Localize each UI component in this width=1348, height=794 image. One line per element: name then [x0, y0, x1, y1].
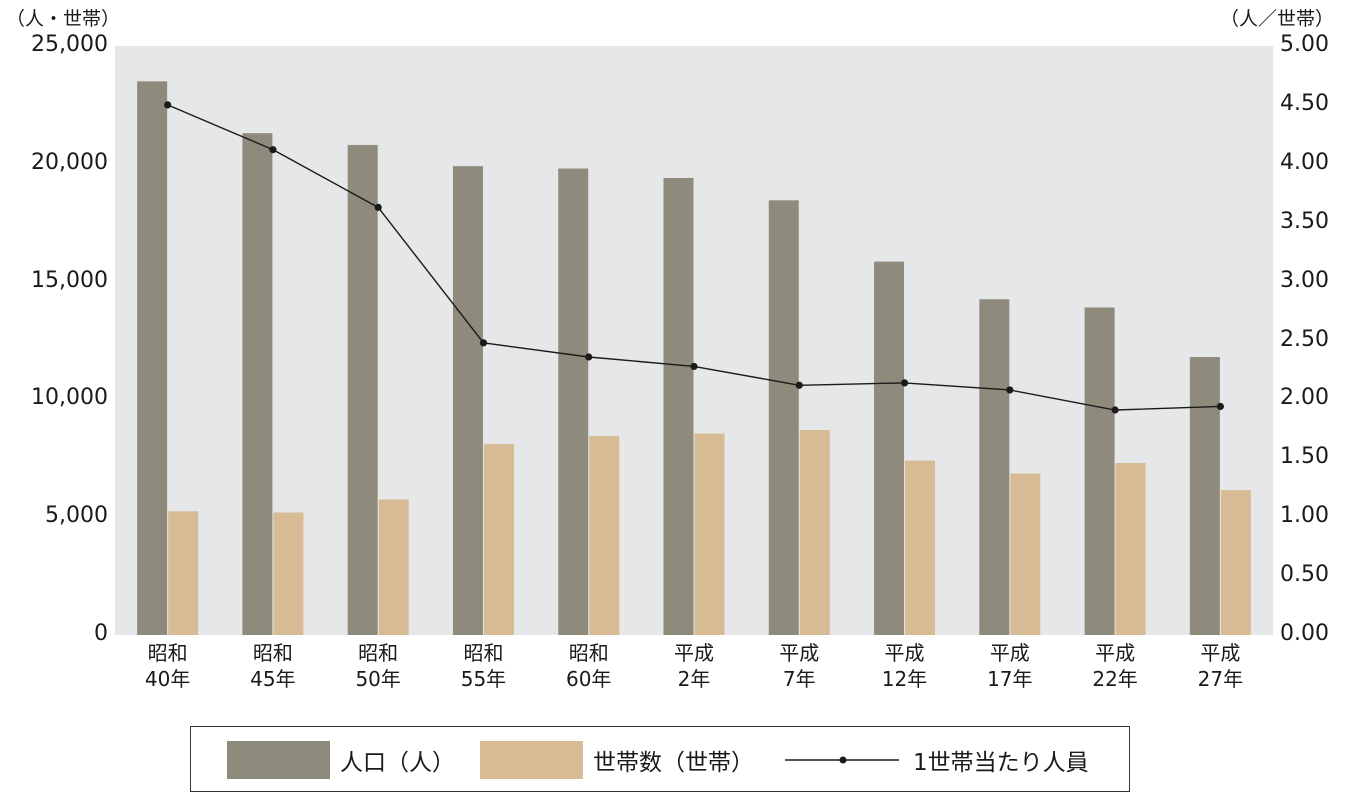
left-tick-label: 25,000	[31, 32, 108, 57]
x-tick-line: 2年	[677, 667, 711, 691]
point-per-household-3	[479, 339, 488, 347]
right-tick-label: 0.50	[1280, 562, 1329, 588]
right-tick-label: 4.00	[1280, 149, 1329, 175]
legend-swatch-line	[785, 756, 899, 764]
bar-households-7	[905, 460, 936, 635]
legend-swatch-households	[480, 741, 583, 779]
plot-area	[115, 46, 1273, 635]
bar-population-0	[137, 81, 168, 636]
x-tick-line: 昭和	[463, 641, 504, 665]
x-tick-label: 平成 27年	[1175, 640, 1265, 692]
x-tick-line: 昭和	[147, 641, 188, 665]
bar-population-10	[1189, 356, 1220, 635]
x-tick-line: 22年	[1092, 667, 1138, 691]
right-tick-label: 1.00	[1280, 503, 1329, 529]
point-per-household-0	[164, 101, 172, 109]
legend-item-households: 世帯数（世帯）	[480, 727, 754, 793]
point-per-household-10	[1216, 402, 1224, 411]
left-axis-unit: （人・世帯）	[6, 8, 121, 30]
bar-population-9	[1084, 307, 1115, 635]
point-per-household-8	[1006, 386, 1014, 394]
x-tick-line: 50年	[355, 667, 401, 691]
legend-label-households: 世帯数（世帯）	[593, 750, 754, 776]
x-tick-label: 平成 12年	[860, 640, 950, 692]
bar-households-2	[378, 499, 409, 635]
x-tick-label: 昭和 40年	[123, 640, 213, 692]
bar-population-1	[242, 133, 273, 635]
x-tick-line: 平成	[674, 641, 714, 665]
right-tick-label: 3.00	[1280, 267, 1329, 293]
bar-population-8	[979, 299, 1010, 635]
x-tick-line: 平成	[1095, 641, 1136, 665]
right-tick-label: 1.50	[1280, 444, 1329, 470]
right-axis-unit: （人／世帯）	[1219, 8, 1334, 30]
bar-population-6	[768, 200, 799, 635]
bar-households-10	[1220, 490, 1251, 635]
x-tick-line: 昭和	[568, 641, 609, 665]
legend-label-population: 人口（人）	[340, 750, 455, 776]
bar-households-6	[799, 430, 830, 635]
x-tick-line: 平成	[1200, 641, 1241, 665]
x-tick-label: 昭和 55年	[438, 640, 528, 692]
right-tick-label: 4.50	[1280, 90, 1329, 116]
bar-population-3	[452, 166, 483, 635]
point-per-household-2	[374, 203, 382, 211]
left-tick-label: 5,000	[45, 503, 108, 529]
bar-households-4	[589, 435, 620, 635]
x-tick-line: 27年	[1197, 667, 1244, 691]
x-tick-line: 昭和	[252, 641, 293, 665]
bar-households-1	[273, 512, 304, 635]
bar-population-4	[558, 168, 589, 635]
left-tick-label: 10,000	[31, 385, 108, 411]
x-tick-line: 平成	[884, 641, 925, 665]
left-tick-label: 20,000	[31, 149, 108, 175]
right-tick-label: 0.00	[1280, 621, 1329, 646]
bar-population-7	[874, 261, 905, 635]
right-tick-label: 5.00	[1280, 32, 1329, 57]
x-tick-label: 昭和 45年	[228, 640, 318, 692]
legend-swatch-population	[227, 741, 330, 779]
x-tick-label: 昭和 60年	[544, 640, 634, 692]
legend-item-population: 人口（人）	[227, 727, 455, 793]
x-tick-label: 昭和 50年	[333, 640, 423, 692]
x-tick-label: 平成 7年	[754, 640, 844, 692]
point-per-household-4	[585, 353, 593, 361]
point-per-household-5	[690, 362, 698, 371]
bar-households-9	[1115, 463, 1146, 635]
point-per-household-1	[269, 146, 277, 154]
right-tick-label: 2.00	[1280, 385, 1329, 411]
bar-households-5	[694, 433, 725, 635]
bar-population-5	[663, 177, 694, 635]
combo-chart	[115, 46, 1273, 636]
left-tick-label: 15,000	[31, 267, 108, 293]
x-tick-line: 60年	[565, 667, 612, 691]
left-tick-label: 0	[94, 621, 108, 646]
x-tick-line: 17年	[987, 667, 1033, 691]
bar-population-2	[347, 144, 378, 635]
point-per-household-9	[1111, 406, 1119, 414]
legend-item-per-household: 1世帯当たり人員	[783, 727, 1089, 793]
x-tick-label: 平成 17年	[965, 640, 1055, 692]
legend: 人口（人） 世帯数（世帯） 1世帯当たり人員	[190, 726, 1130, 792]
x-tick-line: 45年	[250, 667, 296, 691]
right-tick-label: 2.50	[1280, 326, 1329, 352]
x-tick-line: 昭和	[358, 641, 399, 665]
x-tick-line: 55年	[460, 667, 507, 691]
x-tick-line: 平成	[989, 641, 1030, 665]
bar-households-3	[483, 444, 514, 635]
point-per-household-6	[795, 381, 803, 389]
bar-households-8	[1010, 473, 1041, 635]
x-tick-line: 7年	[782, 667, 816, 691]
x-tick-line: 12年	[881, 667, 928, 691]
bar-households-0	[168, 511, 199, 635]
right-tick-label: 3.50	[1280, 208, 1329, 234]
legend-label-per-household: 1世帯当たり人員	[913, 750, 1089, 776]
x-tick-line: 平成	[779, 641, 820, 665]
x-tick-label: 平成 2年	[649, 640, 739, 692]
point-per-household-7	[900, 379, 909, 387]
x-tick-line: 40年	[144, 667, 191, 691]
x-tick-label: 平成 22年	[1070, 640, 1160, 692]
